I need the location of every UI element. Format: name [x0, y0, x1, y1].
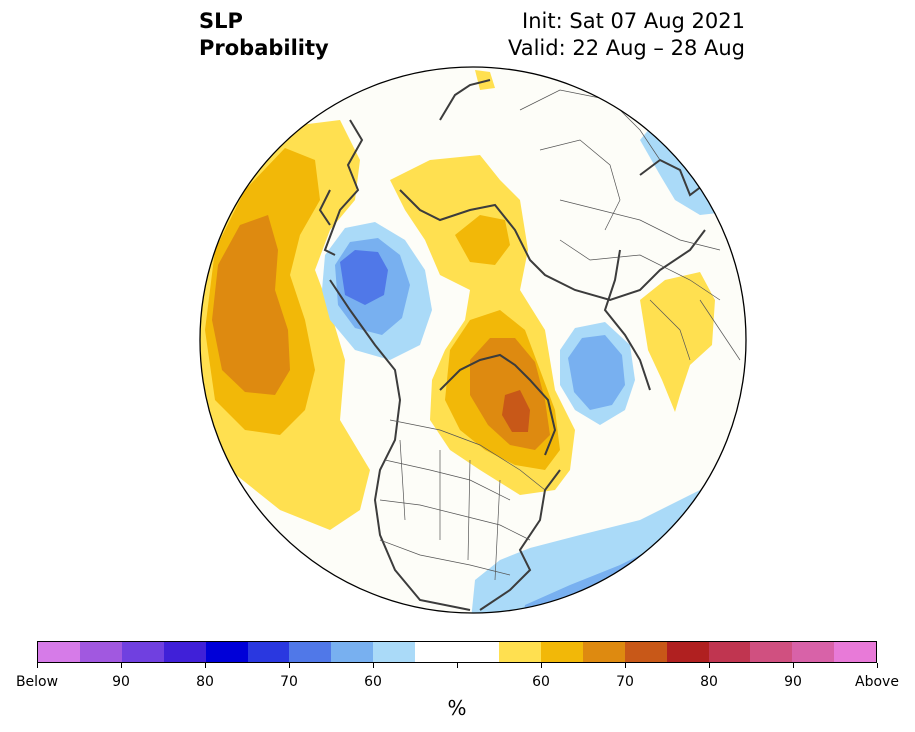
- colorbar-tick-label: 80: [196, 674, 214, 690]
- colorbar: [37, 641, 877, 663]
- init-valid-info: Init: Sat 07 Aug 2021 Valid: 22 Aug – 28…: [508, 8, 745, 62]
- colorbar-segment: [834, 642, 877, 662]
- pole-above-60: [475, 70, 495, 90]
- colorbar-segment: [457, 642, 499, 662]
- colorbar-segment: [38, 642, 80, 662]
- colorbar-segment: [205, 642, 248, 662]
- colorbar-segment: [331, 642, 374, 662]
- colorbar-segment: [247, 642, 290, 662]
- alaska-below-65: [340, 250, 388, 305]
- colorbar-segment: [415, 642, 458, 662]
- colorbar-segment: [750, 642, 793, 662]
- atlantic-below-60: [568, 335, 625, 410]
- valid-range: Valid: 22 Aug – 28 Aug: [507, 36, 745, 60]
- colorbar-tick: [624, 663, 626, 668]
- arctic-above-65b: [455, 215, 510, 265]
- colorbar-segment: [792, 642, 835, 662]
- colorbar-tick-label: 80: [700, 674, 718, 690]
- pacific-above-70: [212, 215, 290, 395]
- colorbar-tick-label: Below: [15, 674, 59, 690]
- colorbar-tick: [120, 663, 122, 668]
- init-date: Init: Sat 07 Aug 2021: [522, 9, 745, 33]
- globe-boundary: [199, 66, 747, 614]
- colorbar-segment: [582, 642, 625, 662]
- colorbar-segment: [79, 642, 122, 662]
- colorbar-tick-label: 70: [280, 674, 298, 690]
- colorbar-tick-label: 90: [784, 674, 802, 690]
- colorbar-tick: [288, 663, 290, 668]
- colorbar-segment: [373, 642, 416, 662]
- colorbar-segment: [540, 642, 583, 662]
- colorbar-tick: [456, 663, 458, 668]
- colorbar-tick: [36, 663, 38, 668]
- colorbar-tick-label: 90: [112, 674, 130, 690]
- map-title: SLP Probability: [199, 8, 329, 62]
- colorbar-tick: [792, 663, 794, 668]
- arctic-above-75: [502, 390, 530, 432]
- colorbar-segment: [289, 642, 332, 662]
- colorbar-segment: [121, 642, 164, 662]
- colorbar-segment: [163, 642, 206, 662]
- colorbar-tick-label: Above: [855, 674, 899, 690]
- colorbar-tick-label: 70: [616, 674, 634, 690]
- colorbar-tick-label: 60: [364, 674, 382, 690]
- colorbar-tick: [876, 663, 878, 668]
- title-line2: Probability: [199, 36, 329, 60]
- colorbar-segment: [708, 642, 751, 662]
- colorbar-unit: %: [447, 696, 467, 720]
- europe-above-60: [640, 272, 715, 412]
- colorbar-segment: [666, 642, 709, 662]
- colorbar-tick: [540, 663, 542, 668]
- colorbar-segment: [624, 642, 667, 662]
- title-line1: SLP: [199, 9, 243, 33]
- colorbar-segment: [498, 642, 541, 662]
- colorbar-tick: [372, 663, 374, 668]
- polar-map: [199, 66, 747, 614]
- colorbar-tick: [204, 663, 206, 668]
- colorbar-tick: [708, 663, 710, 668]
- colorbar-tick-label: 60: [532, 674, 550, 690]
